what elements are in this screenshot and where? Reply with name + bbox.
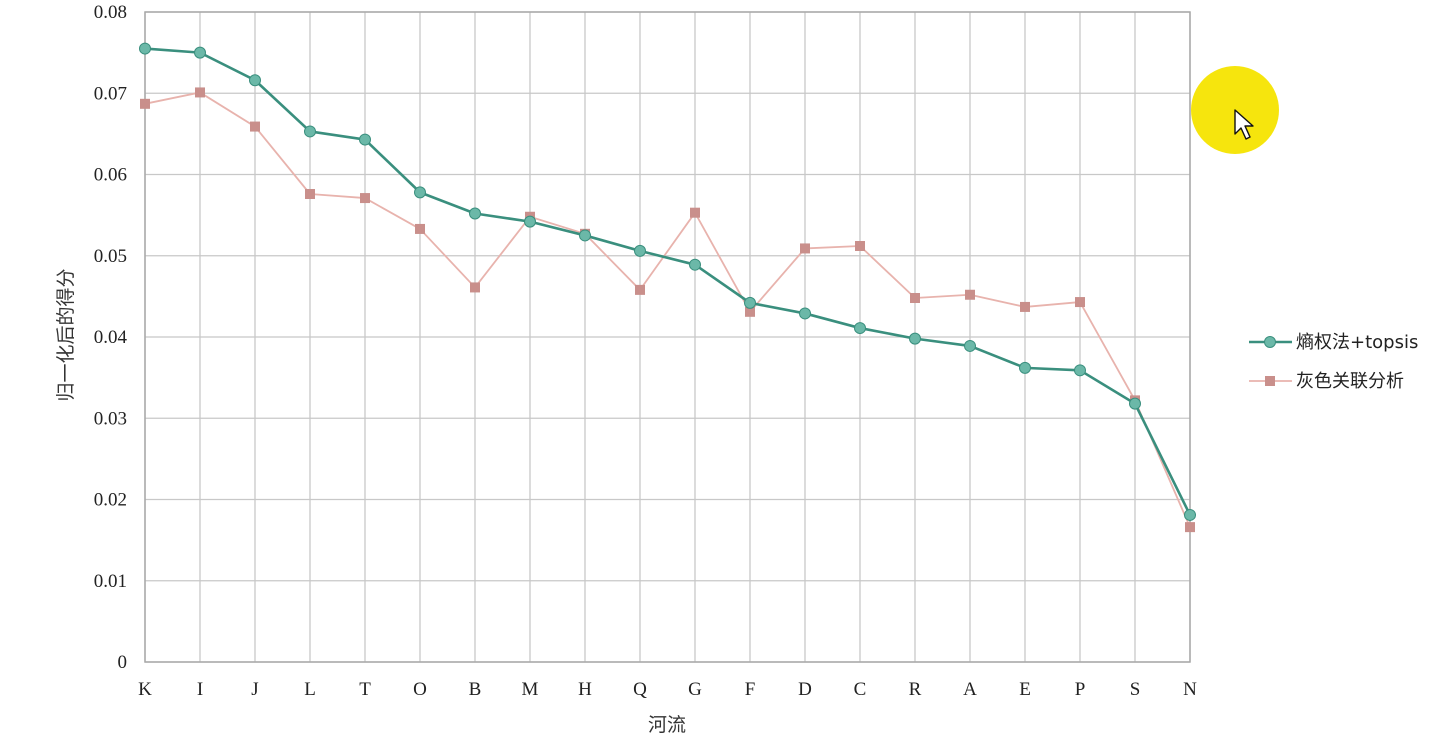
legend-marker [1265, 376, 1275, 386]
legend: 熵权法+topsis 灰色关联分析 [1249, 332, 1418, 392]
legend-marker [1264, 336, 1276, 348]
series-lines [139, 42, 1196, 533]
x-tick-label: T [359, 679, 371, 700]
y-tick-label: 0.08 [94, 2, 127, 23]
series-1 [140, 87, 1195, 533]
y-tick-label: 0 [118, 652, 128, 673]
data-point [910, 293, 920, 303]
y-tick-label: 0.03 [94, 408, 127, 429]
grid-lines [144, 11, 1191, 663]
x-tick-label: A [963, 679, 977, 700]
data-point [1074, 364, 1086, 377]
y-tick-label: 0.04 [94, 327, 128, 348]
data-point [1019, 361, 1031, 374]
series-line [144, 47, 1192, 516]
legend-label: 灰色关联分析 [1296, 371, 1404, 392]
data-point [964, 339, 976, 352]
data-point [469, 207, 481, 220]
cursor-overlay [1191, 66, 1279, 154]
x-tick-label: L [304, 679, 316, 700]
x-tick-label: S [1130, 679, 1141, 700]
data-point [140, 98, 150, 109]
x-tick-label: H [578, 679, 592, 700]
data-point [1129, 397, 1141, 410]
legend-item: 灰色关联分析 [1249, 371, 1404, 392]
data-point [854, 322, 866, 335]
data-point [1020, 301, 1030, 312]
x-tick-label: D [798, 679, 812, 700]
data-point [965, 289, 975, 300]
x-tick-label: B [469, 679, 482, 700]
data-point [360, 193, 370, 204]
mouse-pointer-icon [1234, 109, 1254, 140]
data-point [635, 284, 645, 295]
data-point [1185, 522, 1195, 533]
data-point [250, 121, 260, 132]
data-point [909, 332, 921, 345]
y-tick-label: 0.01 [94, 571, 127, 592]
data-point [414, 186, 426, 199]
y-tick-label: 0.07 [94, 83, 127, 104]
data-point [689, 258, 701, 271]
data-point [524, 215, 536, 228]
data-point [799, 307, 811, 320]
data-point [855, 241, 865, 251]
legend-item: 熵权法+topsis [1249, 332, 1418, 353]
x-tick-label: P [1075, 679, 1086, 700]
x-tick-label: C [854, 679, 867, 700]
data-point [195, 87, 205, 98]
data-point [470, 282, 480, 293]
data-point [800, 243, 810, 254]
x-tick-label: R [909, 679, 922, 700]
data-point [305, 189, 315, 199]
data-point [194, 46, 206, 59]
x-tick-label: F [745, 679, 756, 700]
x-tick-label: G [688, 679, 702, 700]
x-tick-label: N [1183, 679, 1197, 700]
data-point [745, 306, 755, 317]
series-0 [139, 42, 1196, 521]
x-tick-label: E [1019, 679, 1031, 700]
x-axis-title: 河流 [648, 714, 686, 736]
series-line [144, 91, 1191, 528]
plot-area-border [144, 11, 1191, 663]
data-point [304, 125, 316, 138]
data-point [359, 133, 371, 146]
data-point [744, 296, 756, 309]
data-point [690, 207, 700, 218]
data-point [415, 223, 425, 234]
x-tick-label: K [138, 679, 152, 700]
data-point [579, 229, 591, 242]
data-point [1184, 508, 1196, 521]
data-point [139, 42, 151, 55]
y-axis-title: 归一化后的得分 [55, 268, 77, 401]
data-point [634, 244, 646, 257]
x-tick-label: M [522, 679, 539, 700]
legend-label: 熵权法+topsis [1296, 332, 1418, 353]
y-tick-label: 0.05 [94, 246, 127, 267]
data-point [1075, 297, 1085, 308]
x-tick-label: Q [633, 679, 647, 700]
y-tick-label: 0.02 [94, 490, 127, 511]
axes: 0 0.01 0.02 0.03 0.04 0.05 0.06 0.07 0.08 K I J L T O B… [94, 2, 1197, 700]
x-tick-label: O [413, 679, 427, 700]
y-tick-label: 0.06 [94, 165, 127, 186]
x-tick-label: I [197, 679, 203, 700]
data-point [249, 74, 261, 87]
x-tick-label: J [251, 679, 258, 700]
